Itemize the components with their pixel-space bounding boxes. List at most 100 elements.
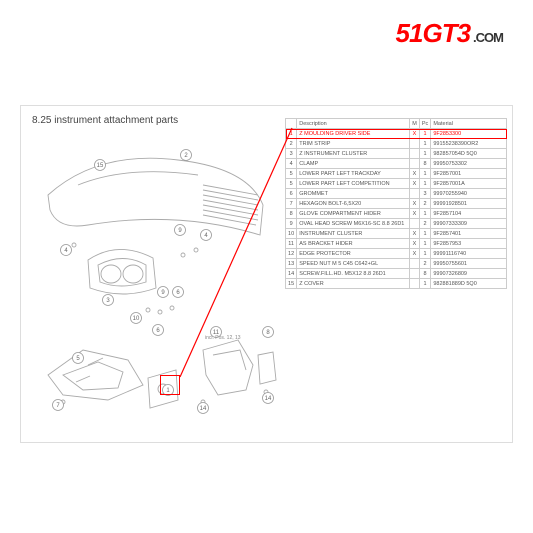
cell-no: 5: [286, 169, 297, 179]
diagram-note: incl. Pos. 12, 13: [205, 335, 241, 341]
logo-suffix: .COM: [473, 30, 503, 45]
cell-pc: 3: [419, 189, 431, 199]
col-desc: Description: [297, 119, 410, 129]
cell-m: X: [410, 239, 420, 249]
cell-m: [410, 139, 420, 149]
cell-pc: 1: [419, 129, 431, 139]
cell-mat: 9F2857953: [431, 239, 507, 249]
table-row: 9OVAL HEAD SCREW M6X16-SC 8.8 26D1 299907…: [286, 219, 507, 229]
cell-pc: 1: [419, 239, 431, 249]
cell-no: 15: [286, 279, 297, 289]
cell-pc: 2: [419, 219, 431, 229]
cell-m: X: [410, 249, 420, 259]
cell-no: 10: [286, 229, 297, 239]
table-row: 3Z INSTRUMENT CLUSTER1982857054D 5Q0: [286, 149, 507, 159]
cell-mat: 99991116740: [431, 249, 507, 259]
cell-no: 13: [286, 259, 297, 269]
col-m: M: [410, 119, 420, 129]
highlight-box: [160, 375, 180, 395]
cell-pc: 1: [419, 139, 431, 149]
cell-desc: AS BRACKET HIDER: [297, 239, 410, 249]
table-row: 4CLAMP 899950753302: [286, 159, 507, 169]
cell-m: X: [410, 199, 420, 209]
cell-desc: LOWER PART LEFT COMPETITION: [297, 179, 410, 189]
table-row: 5LOWER PART LEFT TRACKDAYX19F2857001: [286, 169, 507, 179]
cell-desc: OVAL HEAD SCREW M6X16-SC 8.8 26D1: [297, 219, 410, 229]
table-row: 13SPEED NUT M 5 C45 C642+GL 299950755601: [286, 259, 507, 269]
cell-m: [410, 189, 420, 199]
col-mat: Material: [431, 119, 507, 129]
cell-mat: 99991928501: [431, 199, 507, 209]
cell-pc: 1: [419, 169, 431, 179]
table-row: 12EDGE PROTECTORX199991116740: [286, 249, 507, 259]
table-row: 7HEXAGON BOLT-6,5X20X299991928501: [286, 199, 507, 209]
cell-no: 7: [286, 199, 297, 209]
col-no: [286, 119, 297, 129]
cell-m: X: [410, 179, 420, 189]
logo-main: 51GT3: [396, 18, 471, 49]
cell-desc: GLOVE COMPARTMENT HIDER: [297, 209, 410, 219]
cell-mat: 99950753302: [431, 159, 507, 169]
cell-m: [410, 219, 420, 229]
table-row: 2TRIM STRIP199155238390OR2: [286, 139, 507, 149]
svg-text:14: 14: [200, 406, 207, 412]
col-pc: Pc: [419, 119, 431, 129]
cell-pc: 1: [419, 249, 431, 259]
cell-mat: 99970255940: [431, 189, 507, 199]
table-row: 14SCREW.FILL.HD. M5X12 8.8 26D1 899907326…: [286, 269, 507, 279]
table-row: 5LOWER PART LEFT COMPETITIONX19F2857001A: [286, 179, 507, 189]
cell-desc: INSTRUMENT CLUSTER: [297, 229, 410, 239]
cell-m: X: [410, 209, 420, 219]
cell-mat: 982881889D 5Q0: [431, 279, 507, 289]
cell-desc: GROMMET: [297, 189, 410, 199]
cell-desc: EDGE PROTECTOR: [297, 249, 410, 259]
table-row: 1Z MOULDING DRIVER SIDEX19F2853300: [286, 129, 507, 139]
cell-pc: 2: [419, 259, 431, 269]
cell-m: X: [410, 229, 420, 239]
cell-m: [410, 269, 420, 279]
cell-mat: 9F2857001: [431, 169, 507, 179]
cell-mat: 9F2857104: [431, 209, 507, 219]
table-row: 11AS BRACKET HIDERX19F2857953: [286, 239, 507, 249]
site-logo: 51GT3 .COM: [396, 18, 503, 49]
svg-text:15: 15: [97, 163, 104, 169]
cell-no: 4: [286, 159, 297, 169]
cell-mat: 9F2853300: [431, 129, 507, 139]
table-row: 8GLOVE COMPARTMENT HIDERX19F2857104: [286, 209, 507, 219]
cell-no: 9: [286, 219, 297, 229]
cell-mat: 99155238390OR2: [431, 139, 507, 149]
svg-text:14: 14: [265, 396, 272, 402]
cell-desc: Z INSTRUMENT CLUSTER: [297, 149, 410, 159]
cell-mat: 99950755601: [431, 259, 507, 269]
cell-pc: 1: [419, 279, 431, 289]
cell-desc: SPEED NUT M 5 C45 C642+GL: [297, 259, 410, 269]
cell-pc: 1: [419, 149, 431, 159]
cell-pc: 8: [419, 269, 431, 279]
table-row: 15Z COVER1982881889D 5Q0: [286, 279, 507, 289]
cell-pc: 1: [419, 179, 431, 189]
cell-desc: HEXAGON BOLT-6,5X20: [297, 199, 410, 209]
cell-no: 12: [286, 249, 297, 259]
cell-no: 14: [286, 269, 297, 279]
cell-desc: SCREW.FILL.HD. M5X12 8.8 26D1: [297, 269, 410, 279]
cell-pc: 1: [419, 229, 431, 239]
cell-mat: 9F2857001A: [431, 179, 507, 189]
cell-pc: 2: [419, 199, 431, 209]
cell-desc: CLAMP: [297, 159, 410, 169]
cell-m: X: [410, 169, 420, 179]
svg-text:10: 10: [133, 316, 140, 322]
table-row: 10INSTRUMENT CLUSTERX19F2857401: [286, 229, 507, 239]
exploded-diagram: 1524943961065118711414: [28, 140, 283, 430]
cell-no: 6: [286, 189, 297, 199]
cell-desc: LOWER PART LEFT TRACKDAY: [297, 169, 410, 179]
cell-desc: TRIM STRIP: [297, 139, 410, 149]
table-row: 6GROMMET 399970255940: [286, 189, 507, 199]
cell-mat: 99907326809: [431, 269, 507, 279]
cell-m: [410, 159, 420, 169]
cell-mat: 982857054D 5Q0: [431, 149, 507, 159]
parts-table: Description M Pc Material 1Z MOULDING DR…: [285, 118, 507, 289]
cell-pc: 8: [419, 159, 431, 169]
cell-mat: 99907333309: [431, 219, 507, 229]
cell-mat: 9F2857401: [431, 229, 507, 239]
cell-m: [410, 279, 420, 289]
